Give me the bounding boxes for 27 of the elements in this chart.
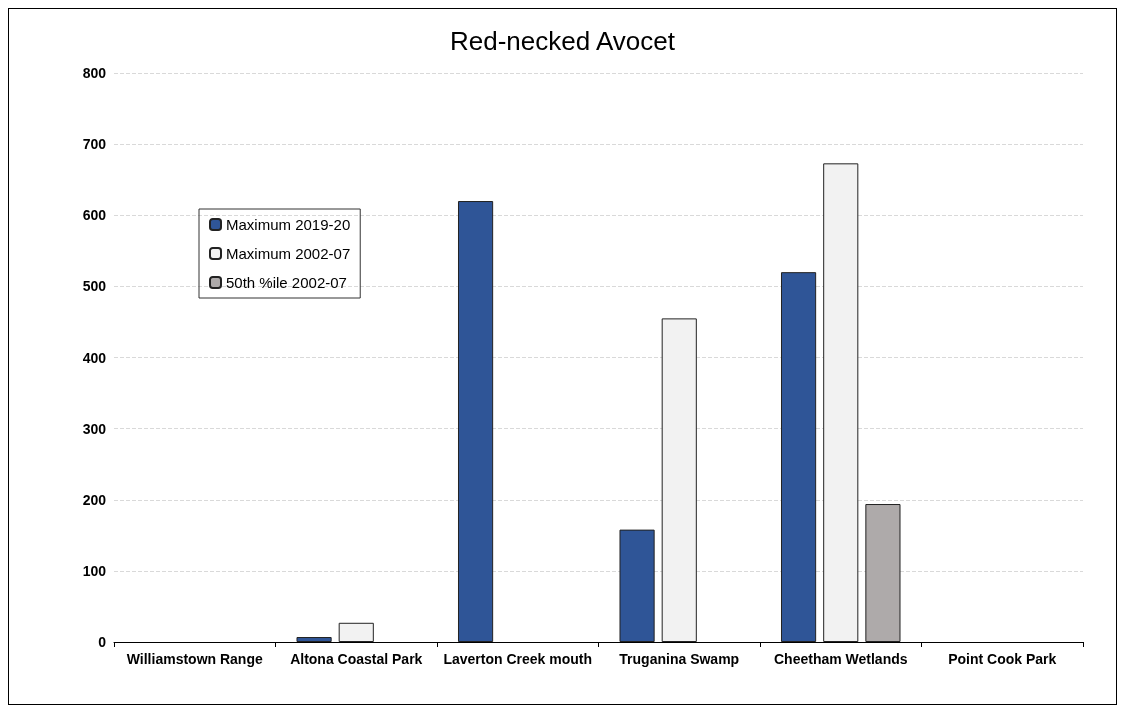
legend-label: Maximum 2019-20 (226, 216, 351, 233)
bar (823, 163, 859, 642)
legend-label: Maximum 2002-07 (226, 245, 351, 262)
x-tick-label: Laverton Creek mouth (443, 651, 593, 667)
bar (619, 529, 655, 642)
chart-title: Red-necked Avocet (450, 26, 676, 56)
bar (865, 504, 901, 642)
y-tick-label: 0 (98, 634, 107, 650)
bar (661, 318, 697, 642)
y-tick-label: 100 (82, 562, 107, 579)
x-tick-label: Williamstown Range (126, 651, 263, 667)
x-tick-label: Altona Coastal Park (290, 651, 423, 667)
y-tick-label: 800 (82, 65, 107, 81)
y-tick-label: 700 (82, 136, 107, 153)
bar (296, 637, 332, 642)
bar (781, 272, 817, 642)
y-tick-label: 400 (82, 349, 107, 366)
bar (458, 201, 494, 642)
bar (338, 622, 374, 642)
x-tick-label: Cheetham Wetlands (773, 651, 908, 667)
y-tick-label: 500 (82, 278, 107, 295)
y-tick-label: 300 (82, 420, 107, 437)
y-tick-label: 200 (82, 491, 107, 508)
x-tick-label: Truganina Swamp (619, 651, 740, 667)
legend-label: 50th %ile 2002-07 (226, 274, 347, 291)
x-tick-label: Point Cook Park (948, 651, 1057, 667)
y-tick-label: 600 (82, 207, 107, 224)
